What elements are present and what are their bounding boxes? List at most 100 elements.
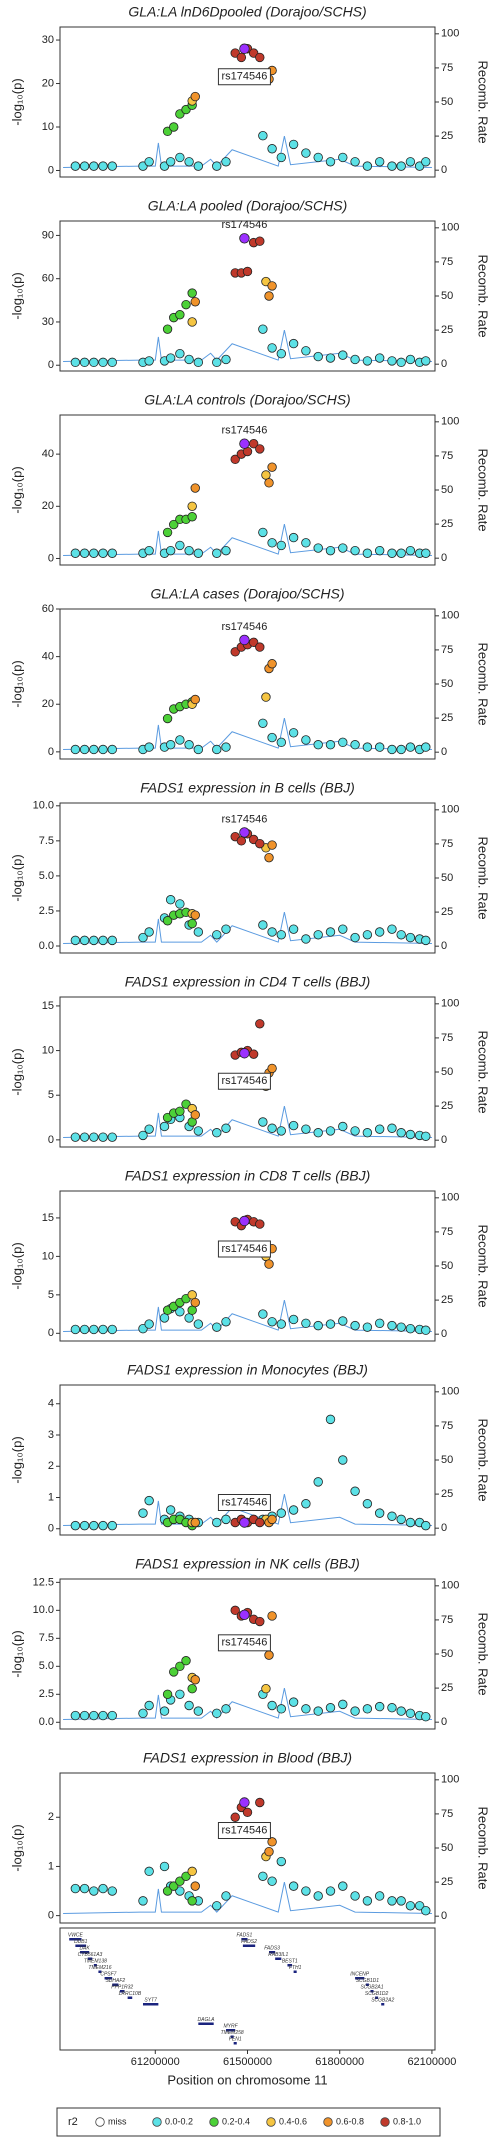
snp-point [165, 1505, 176, 1515]
y2-tick-label: 25 [441, 130, 453, 142]
snp-point [387, 744, 397, 755]
snp-point [107, 1710, 117, 1721]
recombination-line [63, 1687, 432, 1720]
y2-tick-label: 25 [441, 1294, 453, 1306]
snp-point [230, 1812, 240, 1822]
snp-point [301, 934, 311, 944]
snp-point [301, 735, 311, 745]
y2-axis-label: Recomb. Rate [476, 1224, 491, 1307]
y2-tick-label: 100 [441, 222, 459, 234]
snp-point [301, 538, 311, 548]
snp-point [396, 1706, 406, 1716]
gene-label: SCGB2A1 [360, 1984, 383, 1990]
snp-point [396, 357, 406, 368]
snp-point [169, 122, 179, 132]
snp-point [230, 1605, 240, 1616]
snp-point [107, 1886, 117, 1896]
lead-snp [239, 438, 250, 449]
y2-tick-label: 75 [441, 1032, 453, 1044]
lead-label: rs174546 [221, 1243, 267, 1255]
y-tick-label: 60 [42, 603, 54, 615]
snp-point [338, 924, 348, 934]
snp-point [387, 548, 397, 558]
snp-point [187, 1684, 197, 1694]
snp-point [89, 357, 99, 368]
legend-label: miss [108, 2116, 127, 2126]
snp-point [89, 744, 99, 755]
snp-point [193, 1319, 204, 1329]
snp-point [70, 1710, 81, 1721]
snp-point [387, 1320, 397, 1331]
y2-axis-label: Recomb. Rate [476, 1418, 491, 1501]
snp-point [212, 1517, 222, 1528]
snp-point [405, 1901, 416, 1911]
snp-point [276, 348, 287, 359]
legend-swatch [266, 2117, 276, 2127]
snp-point [288, 1314, 299, 1325]
gene [233, 2042, 237, 2045]
snp-point [165, 157, 176, 167]
legend-swatch [323, 2117, 333, 2127]
snp-point [212, 744, 222, 755]
gene-label: DAGLA [198, 2017, 216, 2023]
snp-point [313, 1706, 323, 1716]
y2-tick-label: 50 [441, 290, 453, 302]
snp-point [387, 1896, 397, 1906]
snp-point [362, 1704, 373, 1714]
snp-point [255, 444, 265, 454]
snp-point [325, 157, 336, 167]
panel-title: FADS1 expression in NK cells (BBJ) [135, 1556, 360, 1572]
gene [198, 2022, 214, 2025]
snp-point [230, 647, 240, 657]
lead-snp [239, 233, 250, 244]
lead-snp [239, 1215, 250, 1227]
snp-point [255, 838, 265, 849]
snp-point [261, 692, 271, 702]
snp-point [313, 930, 323, 940]
snp-point [98, 1520, 108, 1531]
snp-point [421, 1906, 431, 1916]
lead-snp [239, 1517, 250, 1528]
snp-point [374, 157, 385, 167]
snp-point [159, 1861, 170, 1872]
snp-point [221, 742, 231, 752]
snp-point [374, 1701, 385, 1712]
snp-point [421, 157, 431, 167]
snp-point [162, 916, 173, 926]
snp-point [350, 1486, 360, 1496]
snp-point [70, 1883, 81, 1894]
snp-point [350, 740, 360, 750]
y-tick-label: 0 [48, 746, 54, 758]
lead-label-box [217, 1240, 271, 1258]
snp-point [89, 1520, 99, 1531]
snp-point [212, 357, 222, 368]
gene [69, 1938, 82, 1941]
gene [119, 1990, 125, 1993]
y2-tick-label: 50 [441, 678, 453, 690]
snp-point [350, 1126, 360, 1136]
snp-point [325, 1886, 336, 1896]
y2-tick-label: 25 [441, 324, 453, 336]
gene [241, 1938, 248, 1941]
y-tick-label: 40 [42, 651, 54, 663]
snp-point [70, 161, 81, 171]
snp-point [338, 1699, 348, 1710]
snp-point [162, 324, 173, 334]
panel-title: GLA:LA controls (Dorajoo/SCHS) [144, 392, 350, 408]
snp-point [138, 1896, 148, 1906]
snp-point [98, 548, 108, 558]
snp-point [221, 1704, 231, 1714]
snp-point [338, 1455, 348, 1465]
panel: GLA:LA pooled (Dorajoo/SCHS) 0 30 60 90 0 25 50… [9, 198, 491, 372]
y2-tick-label: 50 [441, 1648, 453, 1660]
snp-point [70, 548, 81, 558]
snp-point [255, 642, 265, 652]
lead-label-box [217, 1634, 271, 1652]
snp-point [405, 1323, 416, 1334]
y2-tick-label: 0 [441, 940, 447, 952]
snp-point [267, 462, 277, 472]
snp-point [313, 543, 323, 553]
y-tick-label: 0 [48, 552, 54, 564]
lead-label-box [217, 1072, 271, 1090]
snp-point [144, 1700, 154, 1711]
